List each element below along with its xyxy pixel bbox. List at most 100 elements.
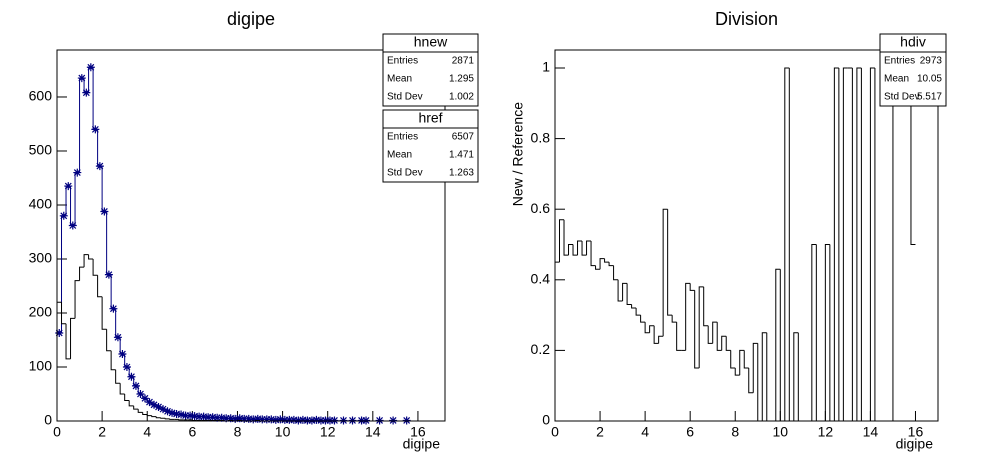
stats-box: [382, 33, 479, 107]
histogram-step: [793, 332, 799, 421]
marker: [82, 88, 91, 97]
histogram-step: [730, 350, 736, 369]
x-tick-label: 6: [188, 424, 196, 440]
histogram-step: [757, 343, 763, 422]
stats-label: Entries: [387, 132, 418, 143]
histogram-step: [676, 322, 682, 351]
x-tick-label: 14: [365, 424, 381, 440]
marker: [258, 415, 267, 424]
histogram-step: [734, 368, 740, 376]
histogram-step: [635, 308, 641, 316]
stats-label: Entries: [387, 56, 418, 67]
histogram-step: [761, 332, 767, 421]
histogram-step: [698, 286, 704, 369]
marker: [77, 74, 86, 83]
marker: [294, 416, 303, 425]
histogram-step: [631, 304, 637, 309]
y-tick-label: 100: [29, 358, 53, 374]
marker: [217, 413, 226, 422]
histogram-step: [869, 67, 875, 421]
x-tick-label: 2: [596, 424, 604, 440]
marker: [226, 414, 235, 423]
histogram-step: [110, 350, 116, 371]
stats-title: href: [418, 110, 442, 126]
histogram-step: [604, 258, 610, 263]
stats-label: Std Dev: [387, 92, 423, 103]
histogram-step: [658, 335, 664, 344]
marker: [375, 416, 384, 425]
x-tick-label: 16: [908, 424, 924, 440]
y-tick-label: 0.8: [531, 129, 551, 145]
marker: [244, 414, 253, 423]
marker: [73, 168, 82, 177]
chart-title: digipe: [227, 9, 275, 29]
histogram-step: [559, 219, 565, 263]
histogram-step: [223, 420, 229, 422]
marker: [163, 407, 172, 416]
marker: [240, 414, 249, 423]
marker: [321, 416, 330, 425]
histogram-step: [824, 244, 830, 421]
histogram-step: [743, 350, 749, 369]
histogram-step: [191, 419, 197, 421]
x-tick-label: 0: [53, 424, 61, 440]
stats-label: Entries: [884, 56, 915, 67]
histogram-step: [115, 369, 121, 384]
chart-title: Division: [715, 9, 778, 29]
marker: [357, 416, 366, 425]
histogram-step: [608, 262, 614, 267]
histogram-step: [617, 279, 623, 302]
histogram-step: [160, 417, 166, 419]
histogram-step: [255, 419, 261, 421]
marker: [118, 350, 127, 359]
marker: [109, 304, 118, 313]
marker: [285, 415, 294, 424]
histogram-step: [856, 67, 862, 421]
marker: [280, 415, 289, 424]
histogram-step: [74, 280, 80, 319]
histogram-step: [137, 409, 143, 413]
marker: [64, 182, 73, 191]
x-tick-label: 12: [320, 424, 336, 440]
histogram-step: [725, 336, 731, 351]
stats-box: [382, 109, 479, 183]
marker: [231, 414, 240, 423]
histogram-step: [667, 209, 673, 316]
stats-label: Mean: [884, 74, 909, 85]
histogram-step: [577, 240, 583, 256]
histogram-step: [838, 68, 844, 422]
stats-value: 10.05: [917, 74, 942, 85]
marker: [136, 389, 145, 398]
histogram-step: [685, 282, 691, 351]
x-tick-label: 14: [863, 424, 879, 440]
histogram-step: [811, 244, 817, 421]
marker: [181, 411, 190, 420]
y-tick-label: 0: [542, 412, 550, 428]
marker: [312, 415, 321, 424]
histogram-step: [128, 400, 134, 407]
marker: [307, 416, 316, 425]
histogram-step: [842, 67, 848, 421]
histogram-step: [775, 268, 781, 421]
histogram-step: [689, 283, 695, 291]
marker: [348, 416, 357, 425]
marker: [59, 211, 68, 220]
histogram-step: [707, 325, 713, 344]
histogram-step: [860, 68, 866, 422]
stats-value: 6507: [452, 132, 475, 143]
histogram-step: [106, 329, 112, 352]
histogram-step: [572, 244, 578, 256]
marker: [253, 414, 262, 423]
marker: [177, 410, 186, 419]
y-tick-label: 300: [29, 250, 53, 266]
frame: [56, 49, 446, 422]
marker: [113, 333, 122, 342]
marker: [145, 398, 154, 407]
histogram-step: [721, 335, 727, 351]
x-tick-label: 2: [98, 424, 106, 440]
histogram-step: [622, 282, 628, 301]
histogram-step: [595, 265, 601, 270]
histogram-step: [259, 420, 265, 422]
histogram-step: [752, 342, 758, 393]
